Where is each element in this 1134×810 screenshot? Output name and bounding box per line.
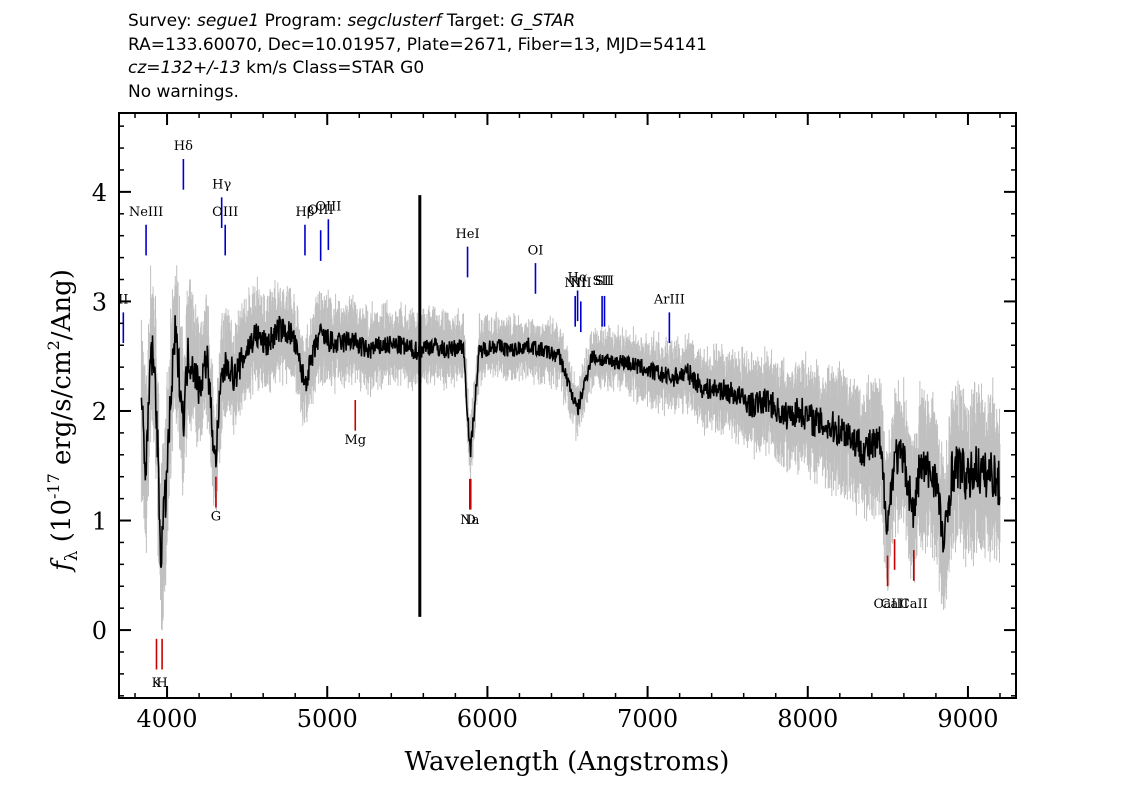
absorption-line-label: Na xyxy=(460,513,479,528)
y-tick-label: 2 xyxy=(92,398,107,426)
y-tick-label: 3 xyxy=(92,288,107,316)
emission-line-label: NII xyxy=(570,276,592,291)
x-tick-label: 9000 xyxy=(937,705,998,733)
emission-line-label: OI xyxy=(528,243,544,258)
emission-line-label: II xyxy=(118,293,128,308)
emission-line-label: HeI xyxy=(455,227,479,242)
emission-line-label: OIII xyxy=(308,203,334,218)
program-label: Program: xyxy=(259,11,348,31)
header-line-redshift: cz=132+/-13 km/s Class=STAR G0 xyxy=(128,57,707,81)
survey-label: Survey: xyxy=(128,11,198,31)
header-line-warnings: No warnings. xyxy=(128,81,239,102)
target-value: G_STAR xyxy=(510,11,576,31)
emission-line-label: OIII xyxy=(212,205,238,220)
program-value: segclusterf xyxy=(347,11,442,31)
emission-line-label: SII xyxy=(595,274,614,289)
emission-line-label: Hδ xyxy=(174,139,193,154)
y-tick-label: 4 xyxy=(92,179,107,207)
flux-series xyxy=(140,195,1001,617)
class-value: km/s Class=STAR G0 xyxy=(240,58,425,78)
spectrum-header: Survey: segue1 Program: segclusterf Targ… xyxy=(128,10,707,104)
redshift-value: cz=132+/-13 xyxy=(128,58,241,78)
y-tick-label: 0 xyxy=(92,617,107,645)
absorption-line-label: D xyxy=(466,513,476,528)
x-tick-label: 5000 xyxy=(297,705,358,733)
emission-line-label: NII xyxy=(564,276,586,291)
header-line-survey: Survey: segue1 Program: segclusterf Targ… xyxy=(128,10,707,34)
emission-line-label: SII xyxy=(593,274,612,289)
plot-frame xyxy=(118,112,1017,699)
absorption-line-label: H xyxy=(156,676,167,691)
y-axis-title: fλ (10-17 erg/s/cm2/Ang) xyxy=(44,269,82,573)
x-tick-label: 8000 xyxy=(777,705,838,733)
survey-value: segue1 xyxy=(197,11,260,31)
emission-line-label: Hγ xyxy=(212,178,231,193)
y-tick-label: 1 xyxy=(92,508,107,536)
absorption-line-label: CaII xyxy=(874,597,902,612)
header-line-coordinates: RA=133.60070, Dec=10.01957, Plate=2671, … xyxy=(128,34,707,55)
x-axis-title: Wavelength (Angstroms) xyxy=(405,747,730,777)
axis-ticks: 4000 5000 6000 7000 8000 9000 0 1 2 3 4 xyxy=(92,113,1016,733)
emission-line-label: NeIII xyxy=(129,205,163,220)
absorption-line-label: CaII xyxy=(900,597,928,612)
x-tick-label: 7000 xyxy=(617,705,678,733)
absorption-line-label: K xyxy=(152,676,162,691)
emission-line-label: Hβ xyxy=(296,205,315,220)
emission-line-label: OIII xyxy=(315,200,341,215)
flux-line xyxy=(140,315,1001,568)
x-tick-label: 4000 xyxy=(137,705,198,733)
absorption-line-label: Mg xyxy=(344,433,366,448)
absorption-line-label: CaII xyxy=(881,597,909,612)
absorption-line-label: G xyxy=(211,510,221,525)
emission-line-label: Hα xyxy=(568,271,588,286)
x-tick-label: 6000 xyxy=(457,705,518,733)
target-label: Target: xyxy=(441,11,511,31)
emission-line-label: ArIII xyxy=(653,293,685,308)
